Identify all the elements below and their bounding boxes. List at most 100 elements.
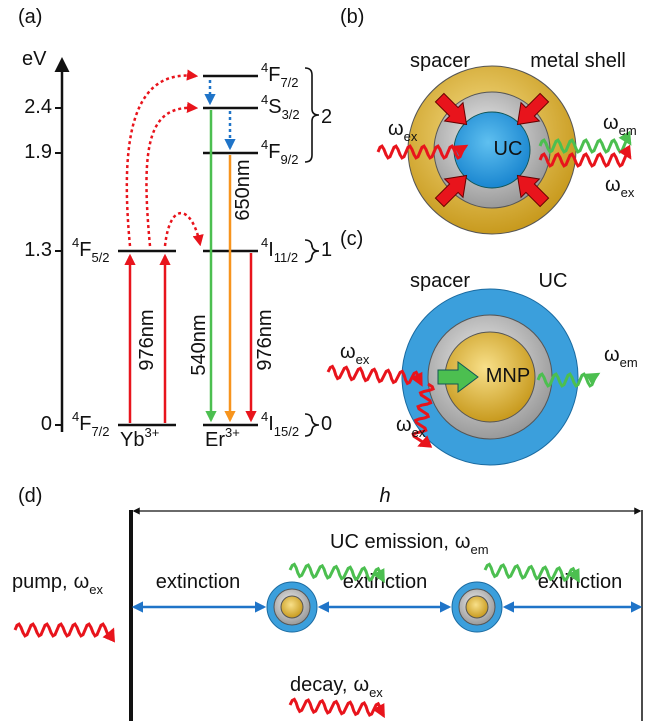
label-part: 0 [41,413,52,435]
shell-label: UC [539,270,568,292]
omega-label: ωex [340,341,370,367]
label-part: em [620,355,638,370]
label-part: ex [369,685,383,700]
label-part: 4 [261,235,268,250]
label-part: 7/2 [280,75,298,90]
decay-label: decay,ωex [290,674,383,700]
label: (b) [340,6,364,28]
label-part: F [268,141,280,163]
pump-label: pump, ωex [12,571,103,597]
label-part: 2.4 [24,96,52,118]
level-label: 4F5/2 [72,235,110,265]
level-label: 4F7/2 [261,60,299,90]
label-part: UC emission, [330,531,449,553]
label-part: em [471,542,489,557]
label-part: 4 [72,409,79,424]
label-part: spacer [410,270,470,292]
label-part: extinction [343,571,428,593]
label-part: 9/2 [280,152,298,167]
label-part: 650nm [232,159,254,220]
label: (a) [18,6,42,28]
label-part: pump, [12,571,68,593]
label-part: ex [621,185,635,200]
label-part: 4 [261,92,268,107]
level-label: 4I11/2 [261,235,298,265]
extinction-label: extinction [156,571,241,593]
label-part: 4 [261,409,268,424]
label-part: ex [89,582,103,597]
label-part: 4 [72,235,79,250]
label-part: 2 [321,106,332,128]
label-part: eV [22,48,47,70]
level-label: 4F9/2 [261,137,299,167]
group-label: 2 [321,106,332,128]
label-part: F [268,64,280,86]
transfer-arrow [127,76,196,246]
label-part: extinction [538,571,623,593]
brace [305,68,319,162]
label-part: 5/2 [91,250,109,265]
label-part: extinction [156,571,241,593]
label: (d) [18,485,42,507]
label-part: (b) [340,6,364,28]
label-part: 976nm [254,309,276,370]
label-part: ex [356,352,370,367]
omega-label: ωem [603,112,637,138]
label-part: ex [404,129,418,144]
extinction-label: extinction [538,571,623,593]
spacer-label: spacer [410,50,470,72]
label-part: ω [603,112,619,134]
label-part: ω [455,531,471,553]
omega-label: ωex [605,174,635,200]
wave [290,699,384,716]
label: (c) [340,228,363,250]
label-part: 540nm [188,314,210,375]
tick-label: 1.3 [24,239,52,261]
label-part: ω [396,414,412,436]
group-label: 1 [321,239,332,261]
label-part: ω [604,344,620,366]
emission-label: UC emission, ωem [330,531,489,557]
tick-label: 1.9 [24,141,52,163]
brace [305,414,319,436]
label-part: 3+ [144,425,159,440]
group-label: 0 [321,413,332,435]
label-part: ω [340,341,356,363]
label-part: Er [205,429,225,451]
ion-label: Yb3+ [120,425,159,451]
label-part: 3/2 [282,107,300,122]
wave [15,624,113,636]
label-part: ω [605,174,621,196]
core-label: MNP [486,365,530,387]
shell-label: metal shell [530,50,626,72]
core-label: UC [494,138,523,160]
omega-label: ωem [604,344,638,370]
label-part: MNP [486,365,530,387]
level-label: 4F7/2 [72,409,110,439]
label-part: ω [388,118,404,140]
label-part: ex [412,425,426,440]
tick-label: 0 [41,413,52,435]
transition-label: 650nm [232,159,254,220]
level-label: 4S3/2 [261,92,300,122]
level-label: 4I15/2 [261,409,299,439]
label-part: 4 [261,137,268,152]
label-part: S [268,96,281,118]
transfer-arrow [146,108,196,246]
label-part: 0 [321,413,332,435]
spacer-label: spacer [410,270,470,292]
label: eV [22,48,47,70]
figure: (a)eV01.31.92.44F5/24F7/2Yb3+4F7/24S3/24… [0,0,646,721]
extinction-label: extinction [343,571,428,593]
label-part: metal shell [530,50,626,72]
label-part: 15/2 [274,424,299,439]
label-part: 4 [261,60,268,75]
label-part: ω [74,571,90,593]
label-part: (a) [18,6,42,28]
label-part: (c) [340,228,363,250]
brace [305,240,319,262]
transition-label: 540nm [188,314,210,375]
label-part: 1.9 [24,141,52,163]
label-part: 1.3 [24,239,52,261]
label-part: UC [494,138,523,160]
